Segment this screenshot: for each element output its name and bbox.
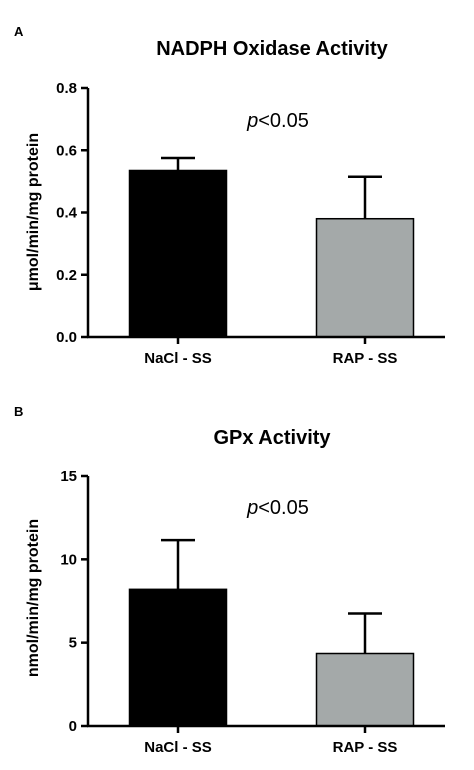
panel-b-y-axis-label: nmol/min/mg protein	[25, 519, 42, 677]
panel-b-title: GPx Activity	[213, 427, 331, 449]
panel-b-p-value-p: p	[246, 497, 258, 519]
panel-b-letter: B	[14, 404, 23, 419]
panel-a-title: NADPH Oxidase Activity	[156, 38, 388, 60]
panel-a-category-label-2: RAP - SS	[333, 350, 398, 367]
panel-a-y-tick-label-5: 0.8	[56, 80, 77, 97]
panel-b-bar-1	[128, 588, 228, 727]
panel-a-y-tick-label-1: 0.0	[56, 329, 77, 346]
panel-b-category-label-2: RAP - SS	[333, 739, 398, 756]
panel-b-y-tick-label-3: 10	[60, 551, 77, 568]
panel-b-y-tick-label-4: 15	[60, 468, 77, 485]
panel-a-y-tick-label-3: 0.4	[56, 205, 78, 222]
chart-panel-b: B GPx Activity nmol/min/mg protein p<0.0…	[14, 404, 445, 756]
panel-a-p-value-text: <0.05	[258, 110, 309, 132]
panel-b-y-tick-label-2: 5	[69, 635, 77, 652]
panel-b-p-value: p<0.05	[246, 497, 309, 519]
panel-a-y-tick-label-2: 0.2	[56, 267, 77, 284]
panel-b-category-label-1: NaCl - SS	[144, 739, 212, 756]
panel-a-letter: A	[14, 24, 24, 39]
panel-a-plot-area: 0.0 0.2 0.4 0.6 0.8 NaCl - SS RAP - SS	[56, 80, 445, 367]
panel-a-bar-2	[315, 217, 415, 338]
chart-panel-a: A NADPH Oxidase Activity μmol/min/mg pro…	[14, 24, 445, 367]
panel-a-p-value: p<0.05	[246, 110, 309, 132]
panel-a-p-value-p: p	[246, 110, 258, 132]
panel-b-y-tick-label-1: 0	[69, 718, 77, 735]
panel-a-category-label-1: NaCl - SS	[144, 350, 212, 367]
panel-a-bar-1	[128, 169, 228, 338]
panel-b-bar-2	[315, 652, 415, 727]
panel-b-p-value-text: <0.05	[258, 497, 309, 519]
panel-a-y-tick-label-4: 0.6	[56, 142, 77, 159]
panel-a-y-axis-label: μmol/min/mg protein	[25, 133, 42, 291]
panel-b-plot-area: 0 5 10 15 NaCl - SS RAP - SS	[60, 468, 445, 756]
